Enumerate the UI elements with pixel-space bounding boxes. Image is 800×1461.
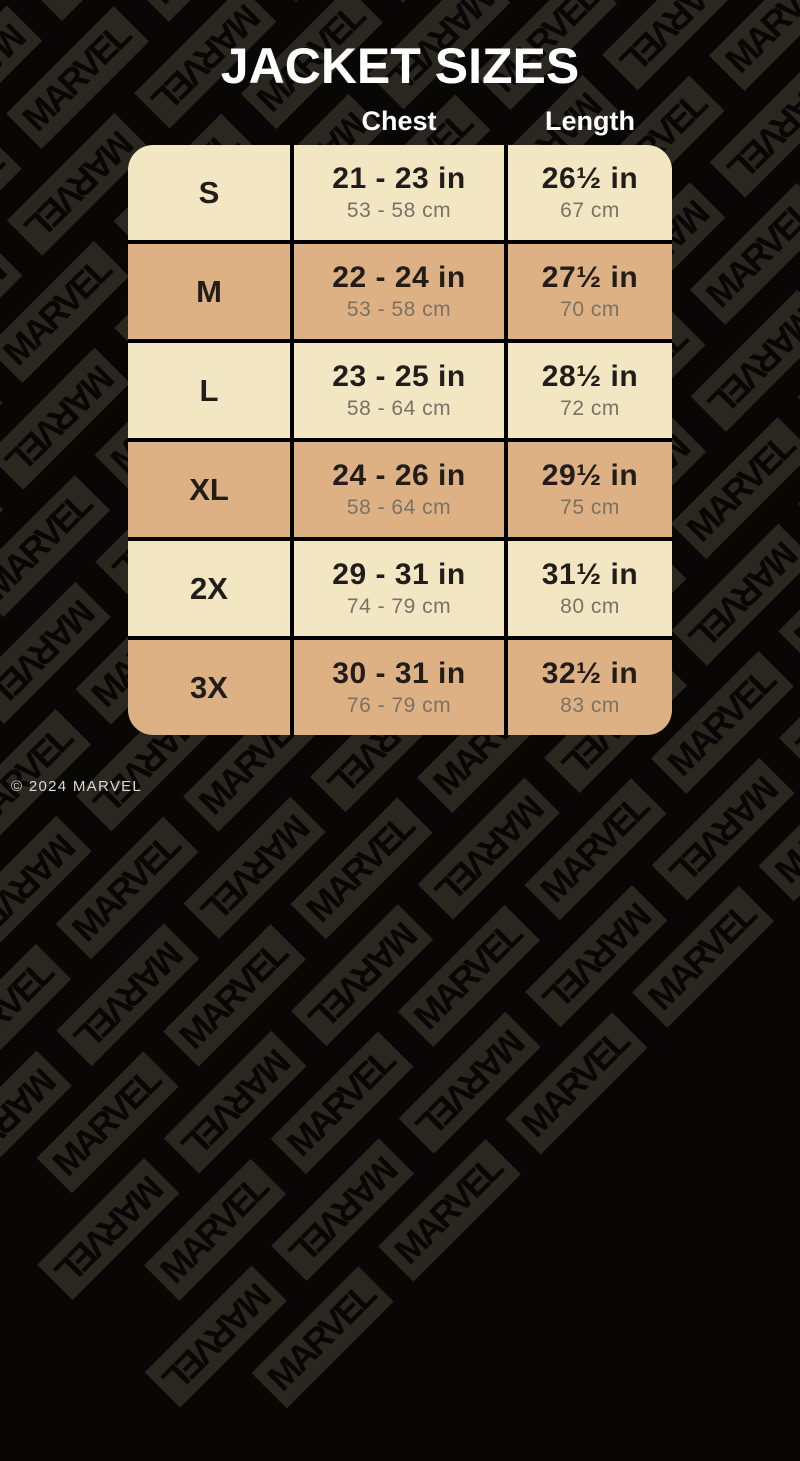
column-header-size xyxy=(128,106,290,137)
table-row: XL 24 - 26 in 58 - 64 cm 29½ in 75 cm xyxy=(128,442,672,537)
chest-inches: 21 - 23 in xyxy=(332,162,466,195)
length-cell: 31½ in 80 cm xyxy=(508,541,672,636)
length-inches: 27½ in xyxy=(541,261,639,294)
chest-centimeters: 58 - 64 cm xyxy=(346,397,452,420)
chest-centimeters: 53 - 58 cm xyxy=(346,199,452,222)
chest-cell: 22 - 24 in 53 - 58 cm xyxy=(294,244,504,339)
length-cell: 28½ in 72 cm xyxy=(508,343,672,438)
table-row: L 23 - 25 in 58 - 64 cm 28½ in 72 cm xyxy=(128,343,672,438)
chest-inches: 24 - 26 in xyxy=(332,459,466,492)
length-centimeters: 67 cm xyxy=(560,199,620,222)
length-centimeters: 75 cm xyxy=(560,496,620,519)
length-cell: 29½ in 75 cm xyxy=(508,442,672,537)
size-table: S 21 - 23 in 53 - 58 cm 26½ in 67 cm M 2… xyxy=(128,145,672,735)
chest-cell: 29 - 31 in 74 - 79 cm xyxy=(294,541,504,636)
chest-cell: 23 - 25 in 58 - 64 cm xyxy=(294,343,504,438)
length-centimeters: 70 cm xyxy=(560,298,620,321)
length-cell: 27½ in 70 cm xyxy=(508,244,672,339)
chest-inches: 23 - 25 in xyxy=(332,360,466,393)
column-header-length: Length xyxy=(545,106,635,136)
size-label: 2X xyxy=(128,541,290,636)
chest-centimeters: 58 - 64 cm xyxy=(346,496,452,519)
size-label: L xyxy=(128,343,290,438)
length-cell: 32½ in 83 cm xyxy=(508,640,672,735)
chest-centimeters: 53 - 58 cm xyxy=(346,298,452,321)
page-title: JACKET SIZES xyxy=(220,38,580,94)
length-cell: 26½ in 67 cm xyxy=(508,145,672,240)
size-label: 3X xyxy=(128,640,290,735)
length-inches: 29½ in xyxy=(541,459,639,492)
size-label: M xyxy=(128,244,290,339)
chest-cell: 24 - 26 in 58 - 64 cm xyxy=(294,442,504,537)
size-label: S xyxy=(128,145,290,240)
chest-cell: 30 - 31 in 76 - 79 cm xyxy=(294,640,504,735)
chest-inches: 30 - 31 in xyxy=(332,657,466,690)
table-row: 3X 30 - 31 in 76 - 79 cm 32½ in 83 cm xyxy=(128,640,672,735)
chest-inches: 22 - 24 in xyxy=(332,261,466,294)
chest-inches: 29 - 31 in xyxy=(332,558,466,591)
length-centimeters: 72 cm xyxy=(560,397,620,420)
column-header-chest: Chest xyxy=(361,106,437,136)
copyright-notice: © 2024 MARVEL xyxy=(11,778,143,795)
size-label: XL xyxy=(128,442,290,537)
chest-cell: 21 - 23 in 53 - 58 cm xyxy=(294,145,504,240)
column-headers: Chest Length xyxy=(128,106,672,137)
length-inches: 26½ in xyxy=(541,162,639,195)
chest-centimeters: 74 - 79 cm xyxy=(346,595,452,618)
length-inches: 32½ in xyxy=(541,657,639,690)
table-row: 2X 29 - 31 in 74 - 79 cm 31½ in 80 cm xyxy=(128,541,672,636)
length-centimeters: 80 cm xyxy=(560,595,620,618)
chest-centimeters: 76 - 79 cm xyxy=(346,694,452,717)
length-inches: 31½ in xyxy=(541,558,639,591)
length-inches: 28½ in xyxy=(541,360,639,393)
length-centimeters: 83 cm xyxy=(560,694,620,717)
table-row: S 21 - 23 in 53 - 58 cm 26½ in 67 cm xyxy=(128,145,672,240)
table-row: M 22 - 24 in 53 - 58 cm 27½ in 70 cm xyxy=(128,244,672,339)
